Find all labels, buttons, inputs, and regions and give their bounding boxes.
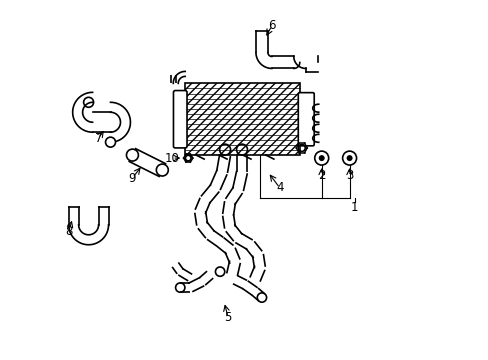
Text: 1: 1 [350,201,358,215]
Text: 6: 6 [267,19,275,32]
Text: 8: 8 [65,225,72,238]
Text: 10: 10 [164,152,180,165]
Text: 3: 3 [345,168,352,181]
Bar [185,84,299,155]
Circle shape [346,155,352,161]
Circle shape [318,155,324,161]
FancyBboxPatch shape [173,91,186,148]
Circle shape [105,137,115,147]
Text: 4: 4 [276,181,283,194]
FancyBboxPatch shape [298,93,314,146]
Text: 9: 9 [128,171,136,185]
Text: 5: 5 [224,311,231,324]
Circle shape [83,97,93,107]
Text: 2: 2 [317,168,325,181]
Text: 7: 7 [95,132,102,145]
